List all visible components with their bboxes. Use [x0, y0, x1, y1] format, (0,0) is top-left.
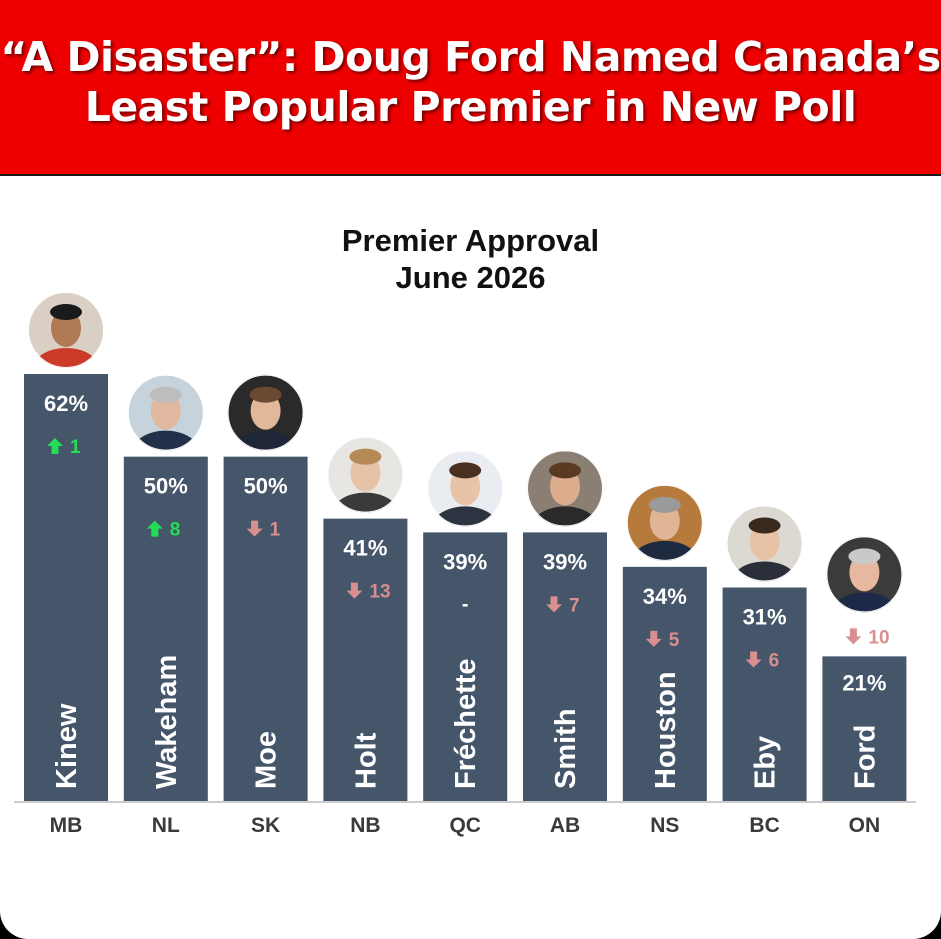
value-label: 39%	[543, 549, 587, 574]
premier-name: Holt	[350, 732, 382, 789]
bar-bc	[722, 587, 807, 801]
smith-photo	[527, 450, 603, 527]
category-label: SK	[251, 814, 280, 837]
houston-photo	[626, 484, 703, 561]
bar-qc	[423, 532, 508, 801]
category-label: ON	[849, 814, 881, 837]
value-label: 50%	[144, 474, 188, 499]
value-label: 41%	[343, 536, 387, 561]
category-label: AB	[550, 814, 580, 837]
change-label: 7	[569, 595, 580, 616]
arrow-down-icon	[745, 651, 762, 668]
change-label: 6	[769, 651, 780, 672]
chart-subtitle: June 2026	[395, 260, 546, 295]
wakeham-photo	[127, 374, 204, 451]
category-label: NB	[350, 814, 380, 837]
arrow-down-icon	[246, 520, 263, 537]
premier-name: Ford	[849, 725, 881, 789]
change-label: -	[462, 593, 469, 615]
holt-photo	[327, 436, 404, 513]
ford-photo	[826, 536, 903, 613]
category-label: QC	[449, 814, 481, 837]
frechette-photo	[427, 450, 504, 527]
change-label: 5	[669, 630, 680, 651]
chart-title-block: Premier Approval June 2026	[0, 222, 941, 296]
chart-title: Premier Approval	[341, 223, 600, 258]
value-label: 62%	[44, 391, 88, 416]
arrow-up-icon	[146, 520, 163, 537]
premier-name: Fréchette	[450, 658, 482, 789]
premier-name: Wakeham	[151, 655, 183, 789]
arrow-down-icon	[546, 596, 562, 613]
headline: “A Disaster”: Doug Ford Named Canada’s L…	[0, 32, 941, 132]
premier-name: Moe	[251, 731, 283, 789]
bar-nl	[123, 456, 208, 801]
category-label: MB	[50, 814, 83, 837]
bar-nb	[323, 518, 408, 801]
category-label: NL	[152, 814, 180, 837]
value-label: 50%	[244, 474, 288, 499]
bar-mb	[24, 374, 108, 801]
change-label: 8	[170, 520, 181, 541]
headline-banner: “A Disaster”: Doug Ford Named Canada’s L…	[0, 0, 941, 176]
eby-photo	[726, 505, 803, 582]
premier-name: Houston	[650, 671, 682, 789]
arrow-down-icon	[346, 582, 363, 599]
change-label: 1	[70, 437, 81, 458]
arrow-up-icon	[47, 438, 63, 454]
headline-line-1: “A Disaster”: Doug Ford Named Canada’s	[0, 33, 941, 81]
moe-photo	[227, 374, 304, 451]
change-label: 10	[868, 627, 889, 648]
value-label: 31%	[743, 605, 787, 630]
arrow-down-icon	[645, 630, 662, 647]
value-label: 34%	[643, 584, 687, 609]
change-label: 13	[369, 582, 390, 603]
headline-line-2: Least Popular Premier in New Poll	[84, 83, 857, 131]
category-label: NS	[650, 814, 679, 837]
premier-name: Eby	[750, 736, 782, 789]
bar-ns	[622, 566, 707, 801]
bar-sk	[223, 456, 308, 801]
change-label: 1	[270, 520, 281, 541]
premier-name: Smith	[550, 708, 582, 789]
arrow-down-icon	[845, 628, 862, 645]
premier-name: Kinew	[51, 703, 83, 789]
value-label: 21%	[842, 670, 886, 695]
bar-on	[822, 656, 907, 801]
category-label: BC	[749, 814, 779, 837]
bar-ab	[523, 532, 607, 801]
kinew-photo	[28, 292, 104, 368]
value-label: 39%	[443, 549, 487, 574]
